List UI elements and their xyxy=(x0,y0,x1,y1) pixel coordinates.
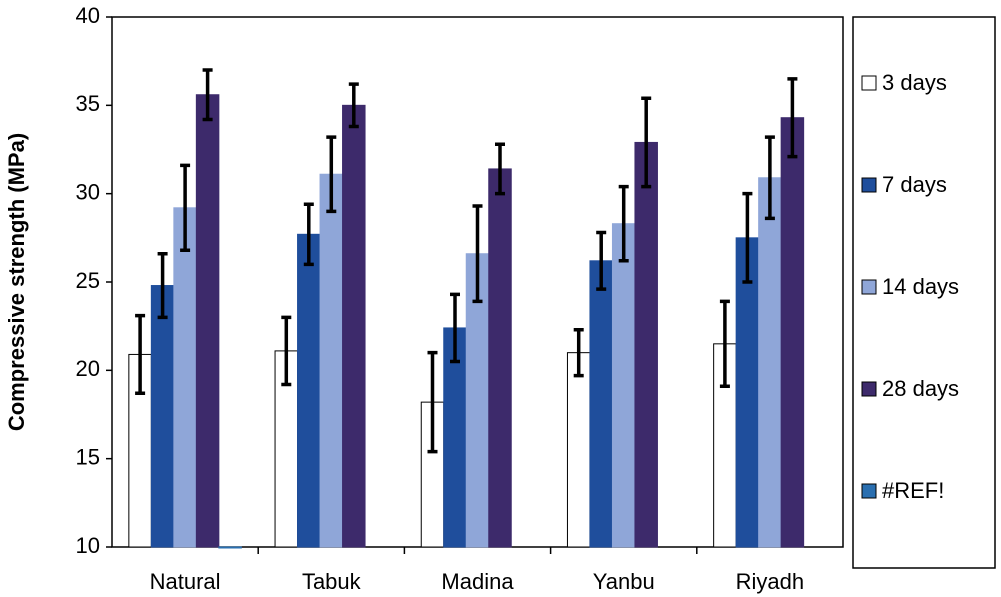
error-bar xyxy=(742,191,753,284)
bar xyxy=(173,207,197,548)
bar xyxy=(611,223,636,548)
error-bar xyxy=(303,202,314,267)
bar xyxy=(780,117,805,548)
error-bar xyxy=(348,82,359,129)
bar xyxy=(150,285,175,548)
y-tick-label: 30 xyxy=(76,179,100,204)
legend-label: 28 days xyxy=(882,376,959,401)
bar xyxy=(488,168,512,548)
x-tick-label: Tabuk xyxy=(302,569,362,594)
error-bar xyxy=(596,230,607,291)
error-bar xyxy=(472,204,483,304)
x-tick-label: Riyadh xyxy=(736,569,804,594)
bar xyxy=(589,260,613,548)
error-bar xyxy=(618,184,629,263)
error-bar xyxy=(326,135,337,214)
y-tick-label: 15 xyxy=(76,444,100,469)
error-bar xyxy=(573,327,584,378)
legend-label: 14 days xyxy=(882,274,959,299)
x-tick-label: Yanbu xyxy=(593,569,655,594)
legend-label: 3 days xyxy=(882,70,947,95)
legend-swatch xyxy=(861,279,877,295)
error-bar xyxy=(281,315,292,387)
bar xyxy=(218,546,242,549)
bar xyxy=(195,94,220,548)
bar xyxy=(342,104,366,548)
legend-label: #REF! xyxy=(882,478,944,503)
legend-label: 7 days xyxy=(882,172,947,197)
y-axis-label: Compressive strength (MPa) xyxy=(4,133,29,431)
error-bar xyxy=(135,313,146,396)
bar xyxy=(758,177,782,548)
bar xyxy=(319,173,344,548)
y-tick-label: 20 xyxy=(76,356,100,381)
legend-box xyxy=(852,16,996,569)
error-bar xyxy=(641,96,652,189)
error-bar xyxy=(719,299,730,388)
bar xyxy=(634,141,658,548)
y-tick-label: 10 xyxy=(76,533,100,558)
y-tick-label: 40 xyxy=(76,3,100,28)
legend-swatch xyxy=(861,177,877,193)
bar xyxy=(735,237,760,548)
error-bar xyxy=(202,68,213,122)
bar xyxy=(566,352,591,548)
y-tick-label: 25 xyxy=(76,268,100,293)
legend-swatch xyxy=(861,483,877,499)
error-bar xyxy=(427,350,438,454)
error-bar xyxy=(157,251,168,320)
x-tick-label: Natural xyxy=(150,569,221,594)
error-bar xyxy=(787,77,798,159)
error-bar xyxy=(450,292,460,364)
y-tick-label: 35 xyxy=(76,91,100,116)
error-bar xyxy=(495,142,505,196)
error-bar xyxy=(180,163,191,252)
bar xyxy=(297,233,321,548)
legend-swatch xyxy=(861,381,877,397)
legend-swatch xyxy=(861,75,877,91)
error-bar xyxy=(764,135,775,221)
x-tick-label: Madina xyxy=(441,569,514,594)
